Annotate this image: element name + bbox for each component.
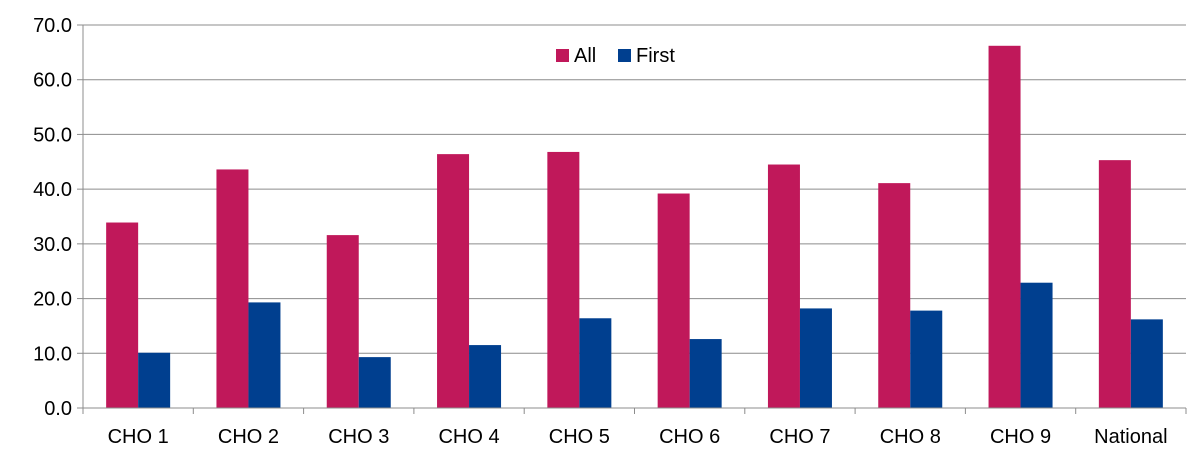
x-tick-label: CHO 7 <box>769 426 830 448</box>
legend-label-first: First <box>636 45 675 67</box>
gridlines <box>83 24 1186 354</box>
y-tick-label: 0.0 <box>44 398 72 420</box>
legend: All First <box>556 45 675 67</box>
bar-all-cho-2 <box>216 169 249 408</box>
x-tick-label: CHO 8 <box>880 426 941 448</box>
x-tick-label: CHO 1 <box>108 426 169 448</box>
x-tick-label: CHO 2 <box>218 426 279 448</box>
bar-all-national <box>1098 160 1131 408</box>
legend-swatch-first <box>618 49 631 62</box>
axes <box>77 24 1187 414</box>
x-tick-label: CHO 6 <box>659 426 720 448</box>
y-tick-label: 20.0 <box>33 289 72 311</box>
bar-first-cho-2 <box>248 302 281 408</box>
bar-first-cho-4 <box>469 345 502 408</box>
bar-all-cho-6 <box>657 193 690 408</box>
x-tick-label: National <box>1094 426 1167 448</box>
bar-first-cho-5 <box>579 318 612 408</box>
bars <box>106 45 1163 409</box>
x-tick-label: CHO 9 <box>990 426 1051 448</box>
bar-first-cho-6 <box>689 339 722 408</box>
y-tick-label: 60.0 <box>33 70 72 92</box>
x-tick-label: CHO 5 <box>549 426 610 448</box>
y-tick-label: 50.0 <box>33 124 72 146</box>
bar-all-cho-3 <box>326 235 359 408</box>
y-tick-label: 10.0 <box>33 343 72 365</box>
bar-first-cho-3 <box>358 357 391 408</box>
x-tick-label: CHO 4 <box>438 426 499 448</box>
bar-all-cho-5 <box>547 151 580 409</box>
bar-first-cho-1 <box>138 352 171 408</box>
bar-all-cho-8 <box>878 183 911 408</box>
x-tick-label: CHO 3 <box>328 426 389 448</box>
y-axis-tick-labels: 0.0 10.0 20.0 30.0 40.0 50.0 60.0 70.0 <box>33 15 72 420</box>
bar-first-cho-7 <box>799 308 832 408</box>
legend-swatch-all <box>556 49 569 62</box>
bar-first-cho-8 <box>910 310 943 408</box>
bar-first-national <box>1130 319 1163 408</box>
bar-all-cho-7 <box>767 164 800 408</box>
y-tick-label: 70.0 <box>33 15 72 37</box>
bar-all-cho-9 <box>988 45 1021 408</box>
bar-all-cho-1 <box>106 222 139 408</box>
y-tick-label: 40.0 <box>33 179 72 201</box>
bar-all-cho-4 <box>437 154 470 408</box>
x-axis-tick-labels: CHO 1 CHO 2 CHO 3 CHO 4 CHO 5 CHO 6 CHO 7 CHO 8… <box>108 426 1168 448</box>
legend-label-all: All <box>574 45 596 67</box>
y-tick-label: 30.0 <box>33 234 72 256</box>
bar-first-cho-9 <box>1020 282 1053 408</box>
